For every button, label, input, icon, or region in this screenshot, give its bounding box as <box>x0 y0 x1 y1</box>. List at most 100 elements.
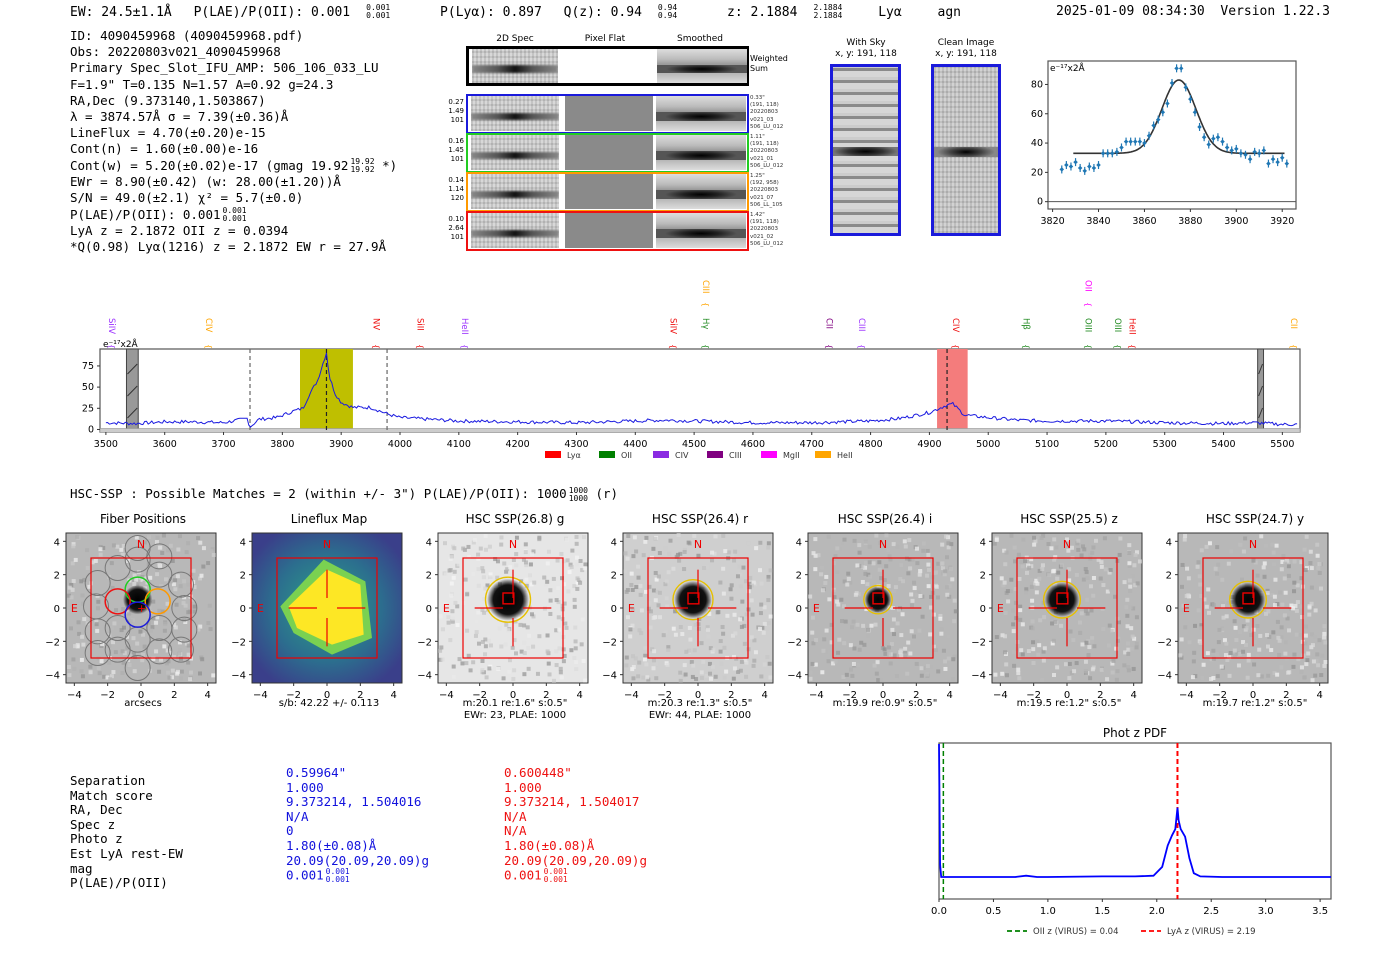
noise-pixel <box>1306 651 1311 656</box>
noise-pixel <box>1034 590 1039 595</box>
noise-pixel <box>192 585 197 590</box>
noise-pixel <box>1029 584 1034 589</box>
legend-label: CIV <box>675 451 689 460</box>
noise-pixel <box>766 577 771 582</box>
noise-pixel <box>623 551 628 556</box>
noise-pixel <box>929 605 934 610</box>
noise-pixel <box>1114 646 1119 651</box>
noise-pixel <box>471 540 476 545</box>
noise-pixel <box>1050 621 1055 626</box>
noise-pixel <box>631 554 636 559</box>
noise-pixel <box>1244 642 1249 647</box>
noise-pixel <box>951 676 956 681</box>
noise-pixel <box>1031 535 1036 540</box>
noise-pixel <box>1221 615 1226 620</box>
noise-pixel <box>654 676 659 681</box>
noise-pixel <box>762 605 767 610</box>
noise-pixel <box>852 646 857 651</box>
noise-pixel <box>994 537 999 542</box>
noise-pixel <box>529 582 534 587</box>
noise-pixel <box>561 559 566 564</box>
noise-pixel <box>664 596 669 601</box>
noise-pixel <box>1107 623 1112 628</box>
noise-pixel <box>487 544 492 549</box>
noise-pixel <box>938 613 943 618</box>
noise-pixel <box>940 561 945 566</box>
noise-pixel <box>1085 576 1090 581</box>
noise-pixel <box>869 623 874 628</box>
y-tick-label: 4 <box>426 537 432 548</box>
noise-pixel <box>575 576 580 581</box>
noise-pixel <box>524 583 529 588</box>
noise-pixel <box>1090 667 1095 672</box>
match-value: 1.80(±0.08)Å <box>504 838 647 854</box>
noise-pixel <box>827 597 832 602</box>
noise-pixel <box>1283 640 1288 645</box>
noise-pixel <box>1052 537 1057 542</box>
x-tick-label: 0 <box>138 690 144 700</box>
noise-pixel <box>625 556 630 561</box>
noise-pixel <box>704 673 709 678</box>
noise-pixel <box>628 634 633 639</box>
noise-pixel <box>171 569 176 574</box>
x-tick-label: 0 <box>880 690 886 700</box>
spec-row-2d-spec <box>471 213 559 248</box>
noise-pixel <box>888 557 893 562</box>
noise-pixel <box>861 623 866 628</box>
y-tick-label: −2 <box>602 637 617 648</box>
noise-pixel <box>109 674 114 679</box>
match-label: Match score <box>70 787 153 803</box>
noise-pixel <box>140 652 145 657</box>
noise-pixel <box>835 570 840 575</box>
noise-pixel <box>643 646 648 651</box>
noise-pixel <box>901 579 906 584</box>
noise-pixel <box>634 585 639 590</box>
noise-pixel <box>1042 615 1047 620</box>
noise-pixel <box>808 594 813 599</box>
noise-pixel <box>191 568 196 573</box>
noise-pixel <box>1031 660 1036 665</box>
cutout-caption-1: arcsecs <box>124 698 162 709</box>
line-marker: { <box>669 344 678 349</box>
qz-value: Q(z): 0.94 0.94 0.94 <box>564 4 706 20</box>
noise-pixel <box>554 649 559 654</box>
x-tick-label: 3920 <box>1270 216 1294 227</box>
noise-pixel <box>862 642 867 647</box>
noise-pixel <box>562 601 567 606</box>
noise-pixel <box>921 665 926 670</box>
line-marker: { <box>951 344 960 349</box>
legend-swatch <box>545 451 561 458</box>
noise-pixel <box>813 662 818 667</box>
noise-pixel <box>168 650 173 655</box>
noise-pixel <box>1262 574 1267 579</box>
lya-band <box>300 349 353 432</box>
noise-pixel <box>507 669 512 674</box>
noise-pixel <box>644 662 649 667</box>
noise-pixel <box>1272 594 1277 599</box>
y-tick-label: 2 <box>796 571 802 582</box>
noise-pixel <box>130 618 135 623</box>
noise-pixel <box>1088 553 1093 558</box>
noise-pixel <box>1309 645 1314 650</box>
spec-row-notes: 0.33" (191, 118) 20220803 v021_03 506_LU_012 <box>750 95 800 131</box>
noise-pixel <box>1316 663 1321 668</box>
continuum-wide: Cont(w) = 5.20(±0.02)e-17 (gmag 19.92 19.… <box>70 158 397 175</box>
noise-pixel <box>572 604 577 609</box>
noise-pixel <box>1283 651 1288 656</box>
noise-pixel <box>140 574 145 579</box>
noise-pixel <box>472 537 477 542</box>
noise-pixel <box>1116 636 1121 641</box>
fiber-circle <box>84 570 111 596</box>
noise-pixel <box>1299 599 1304 604</box>
noise-pixel <box>1179 655 1184 660</box>
masked-hatch <box>127 407 138 419</box>
cutout-panel-6: HSC SSP(25.5) z N E 4 2 0 −2 −4 −4 −2 0 2 4 m:19.5 re… <box>964 512 1174 722</box>
noise-pixel <box>1255 573 1260 578</box>
noise-pixel <box>705 625 710 630</box>
noise-pixel <box>1108 568 1113 573</box>
noise-pixel <box>124 568 129 573</box>
noise-pixel <box>1132 636 1137 641</box>
noise-pixel <box>1037 643 1042 648</box>
